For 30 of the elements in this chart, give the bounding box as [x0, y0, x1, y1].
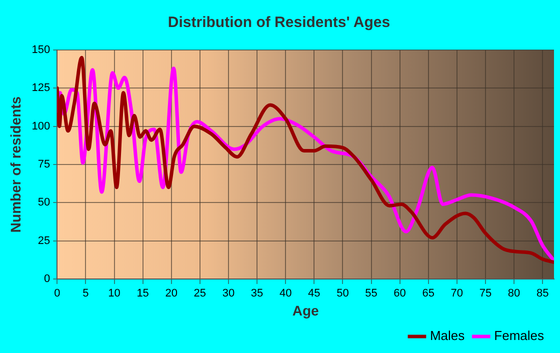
x-tick-label: 55	[365, 288, 378, 300]
x-tick-label: 25	[194, 288, 206, 300]
x-tick-label: 70	[450, 288, 464, 300]
y-tick-label: 0	[44, 273, 50, 286]
x-tick-label: 5	[82, 288, 89, 300]
legend-label: Females	[494, 328, 544, 344]
x-tick-label: 15	[136, 288, 149, 300]
y-tick-label: 50	[38, 196, 50, 209]
x-axis-title: Age	[292, 302, 320, 318]
x-tick-label: 45	[308, 288, 320, 300]
x-tick-label: 35	[250, 288, 264, 300]
y-tick-label: 100	[32, 120, 50, 132]
y-tick-label: 125	[32, 82, 50, 94]
x-tick-label: 30	[222, 288, 235, 300]
chart-title: Distribution of Residents' Ages	[168, 14, 390, 32]
legend-label: Males	[430, 328, 466, 344]
x-tick-label: 65	[422, 288, 434, 300]
x-tick-label: 50	[336, 288, 349, 300]
y-tick-label: 25	[38, 234, 50, 247]
x-tick-label: 85	[536, 288, 549, 300]
x-tick-label: 20	[165, 288, 178, 300]
y-axis-title: Number of residents	[7, 96, 24, 233]
x-tick-label: 0	[54, 288, 60, 300]
x-tick-label: 40	[279, 288, 292, 300]
x-tick-label: 10	[108, 288, 120, 300]
x-tick-label: 80	[508, 288, 520, 300]
y-tick-label: 150	[32, 44, 50, 56]
x-tick-label: 60	[394, 288, 406, 300]
y-tick-label: 75	[38, 158, 50, 171]
x-tick-label: 75	[479, 288, 492, 300]
